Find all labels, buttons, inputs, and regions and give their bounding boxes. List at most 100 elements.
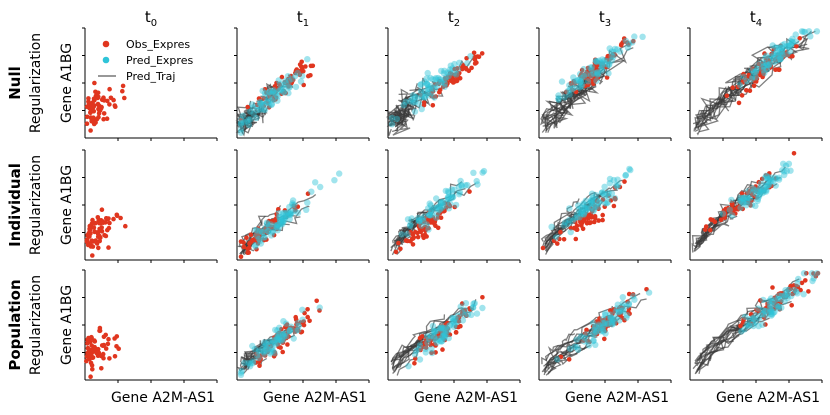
pred-point bbox=[808, 270, 816, 277]
obs-point bbox=[444, 332, 450, 338]
obs-point bbox=[305, 191, 311, 196]
pred-point bbox=[426, 211, 433, 218]
pred-point bbox=[813, 270, 821, 277]
pred-point bbox=[614, 176, 621, 183]
obs-point bbox=[442, 208, 447, 214]
pred-point bbox=[577, 333, 585, 340]
pred-point bbox=[576, 214, 583, 221]
pred-point bbox=[784, 292, 791, 299]
pred-point bbox=[576, 84, 583, 91]
pred-point bbox=[756, 191, 763, 198]
pred-point bbox=[630, 293, 637, 300]
obs-point bbox=[246, 245, 252, 251]
pred-point bbox=[608, 57, 615, 64]
pred-point bbox=[594, 70, 602, 78]
obs-point bbox=[730, 85, 735, 90]
obs-point bbox=[411, 235, 416, 241]
pred-point bbox=[409, 96, 416, 103]
pred-point bbox=[580, 65, 587, 73]
pred-point bbox=[266, 102, 273, 109]
pred-point bbox=[761, 188, 768, 195]
pred-point bbox=[449, 191, 456, 198]
pred-point bbox=[426, 212, 433, 219]
obs-point bbox=[772, 306, 777, 312]
obs-point bbox=[598, 324, 604, 329]
obs-point bbox=[248, 232, 254, 237]
obs-point bbox=[415, 234, 421, 240]
pred-point bbox=[238, 367, 245, 375]
pred-point bbox=[279, 336, 286, 343]
pred-point bbox=[777, 53, 785, 60]
obs-point bbox=[747, 88, 753, 93]
pred-point bbox=[798, 28, 806, 35]
obs-point bbox=[594, 319, 599, 324]
obs-point bbox=[267, 89, 273, 95]
pred-point bbox=[281, 330, 289, 337]
pred-point bbox=[741, 194, 748, 201]
pred-point bbox=[270, 95, 277, 103]
pred-point bbox=[610, 319, 618, 326]
pred-point bbox=[462, 182, 469, 189]
pred-point bbox=[778, 292, 785, 300]
pred-point bbox=[591, 325, 598, 332]
pred-point bbox=[249, 359, 257, 367]
pred-point bbox=[767, 178, 774, 185]
pred-point bbox=[255, 348, 262, 355]
obs-point bbox=[90, 253, 95, 258]
pred-point bbox=[411, 98, 419, 106]
obs-point bbox=[408, 231, 414, 236]
obs-point bbox=[105, 341, 111, 347]
obs-point bbox=[769, 51, 774, 57]
obs-point bbox=[84, 358, 89, 364]
obs-point bbox=[794, 44, 799, 49]
obs-point bbox=[600, 212, 605, 218]
pred-point bbox=[289, 75, 296, 83]
pred-point bbox=[276, 209, 283, 217]
pred-point bbox=[779, 51, 786, 59]
pred-point bbox=[739, 195, 746, 202]
obs-point bbox=[430, 103, 436, 108]
obs-point bbox=[283, 324, 288, 330]
obs-point bbox=[84, 239, 90, 245]
obs-point bbox=[452, 72, 457, 78]
pred-point bbox=[607, 311, 614, 318]
obs-point bbox=[601, 318, 606, 324]
pred-point bbox=[438, 324, 445, 331]
obs-point bbox=[274, 333, 279, 338]
pred-point bbox=[251, 345, 259, 353]
obs-point bbox=[288, 325, 294, 331]
pred-point bbox=[624, 44, 632, 51]
pred-point bbox=[745, 322, 752, 330]
obs-point bbox=[445, 81, 450, 86]
pred-point bbox=[619, 300, 626, 307]
obs-point bbox=[479, 51, 485, 56]
obs-point bbox=[84, 121, 90, 126]
pred-point bbox=[280, 89, 287, 96]
obs-point bbox=[89, 363, 95, 368]
pred-point bbox=[289, 201, 296, 208]
pred-point bbox=[610, 316, 617, 323]
pred-point bbox=[599, 189, 606, 196]
obs-point bbox=[591, 327, 597, 333]
pred-point bbox=[768, 302, 775, 309]
obs-point bbox=[284, 211, 290, 216]
obs-point bbox=[626, 306, 632, 312]
pred-point bbox=[586, 64, 594, 71]
obs-point bbox=[770, 285, 775, 290]
pred-point bbox=[619, 307, 626, 314]
pred-point bbox=[447, 194, 454, 202]
row-label-bold: Individual bbox=[6, 163, 24, 247]
pred-point bbox=[782, 162, 790, 169]
pred-point bbox=[252, 242, 259, 249]
pred-point bbox=[758, 311, 765, 318]
y-axis-label: Gene A1BG bbox=[59, 43, 75, 123]
pred-point bbox=[800, 28, 807, 35]
x-axis-label: Gene A2M-AS1 bbox=[716, 390, 820, 406]
pred-point bbox=[262, 224, 269, 231]
obs-point bbox=[433, 223, 438, 229]
pred-point bbox=[590, 206, 598, 213]
pred-point bbox=[728, 196, 735, 204]
pred-point bbox=[438, 200, 445, 207]
pred-point bbox=[261, 339, 268, 346]
pred-point bbox=[762, 308, 769, 315]
